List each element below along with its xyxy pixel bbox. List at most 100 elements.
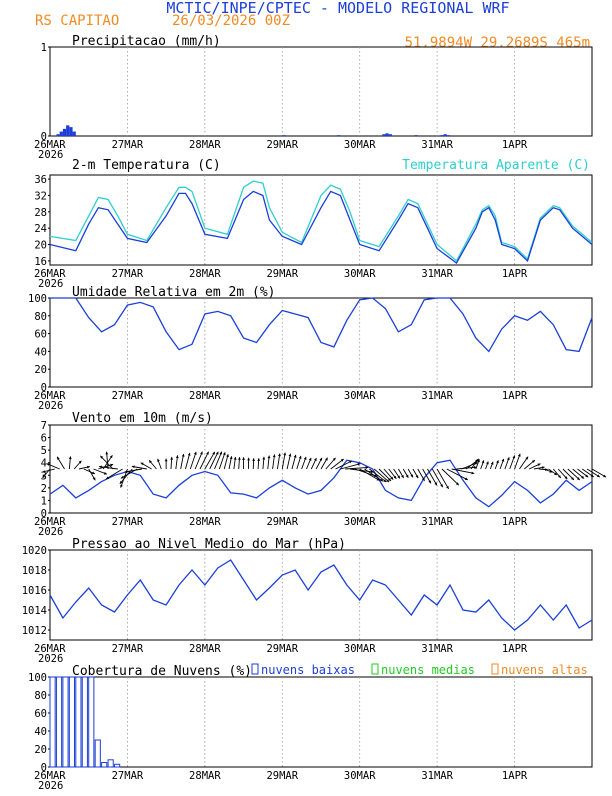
wind-panel-ytick-label: 2: [41, 483, 47, 495]
wind-arrow-head: [165, 459, 168, 462]
mslp-panel-xtick-label: 30MAR: [344, 643, 376, 655]
mslp-panel-xtick-label: 28MAR: [189, 643, 221, 655]
cloud-legend-swatch: [492, 664, 498, 674]
temp-legend: Temperatura Aparente (C): [402, 158, 590, 173]
precip-bar: [444, 134, 447, 136]
cloud-panel-ytick-label: 20: [34, 744, 47, 756]
cloud-panel-xtick-label: 1APR: [502, 770, 528, 782]
rh-panel-ytick-label: 100: [28, 293, 47, 305]
wind-panel-ytick-label: 1: [41, 495, 47, 507]
location-label: RS CAPITAO: [35, 13, 119, 29]
rh-panel-xtick-label: 29MAR: [266, 390, 298, 402]
cloud-panel-frame: [50, 677, 592, 767]
temp-panel-xtick-label: 27MAR: [112, 268, 144, 280]
precip-bar: [73, 132, 76, 136]
wind-panel-ytick-label: 6: [41, 433, 47, 445]
cloud-bar: [82, 677, 87, 767]
precip-panel-year-label: 2026: [38, 149, 63, 161]
precip-bar: [389, 134, 392, 136]
cloud-panel-xtick-label: 29MAR: [266, 770, 298, 782]
precip-panel-frame: [50, 47, 592, 136]
rh-panel-xtick-label: 28MAR: [189, 390, 221, 402]
precip-panel-xtick-label: 1APR: [502, 139, 528, 151]
precip-bar: [447, 135, 450, 136]
wind-title: Vento em 10m (m/s): [72, 411, 213, 426]
cloud-bar: [102, 763, 107, 768]
mslp-panel-ytick-label: 1020: [22, 545, 47, 557]
precip-panel-xtick-label: 27MAR: [112, 139, 144, 151]
cloud-panel-xtick-label: 31MAR: [421, 770, 453, 782]
precip-panel-ytick-label: 0: [41, 131, 47, 143]
cloud-bar: [89, 677, 94, 767]
precip-bar: [337, 135, 340, 136]
mslp-panel-xtick-label: 31MAR: [421, 643, 453, 655]
cloud-legend-label: nuvens altas: [501, 663, 588, 677]
cloud-panel-xtick-label: 27MAR: [112, 770, 144, 782]
wind-arrow-head: [247, 458, 250, 461]
wind-panel-ytick-label: 0: [41, 508, 47, 520]
cloud-bar: [76, 677, 81, 767]
temp-panel-ytick-label: 24: [34, 223, 47, 235]
wind-arrow: [205, 452, 215, 469]
wind-arrow-head: [257, 458, 260, 461]
apparent-temp-line: [50, 181, 592, 261]
rh-panel-ytick-label: 0: [41, 382, 47, 394]
precip-bar: [440, 135, 443, 136]
precip-panel-xtick-label: 30MAR: [344, 139, 376, 151]
cloud-legend-label: nuvens baixas: [261, 663, 355, 677]
wind-arrow-head: [238, 457, 241, 460]
cloud-panel-xtick-label: 28MAR: [189, 770, 221, 782]
wind-panel-xtick-label: 29MAR: [266, 516, 298, 528]
rh-panel-ytick-label: 60: [34, 329, 47, 341]
cloud-title: Cobertura de Nuvens (%): [72, 664, 252, 679]
precip-bar: [60, 132, 63, 136]
rh-panel-xtick-label: 31MAR: [421, 390, 453, 402]
temp-panel-ytick-label: 28: [34, 207, 47, 219]
precip-bar: [386, 133, 389, 136]
wind-arrow-head: [87, 466, 90, 469]
mslp-panel-ytick-label: 1014: [22, 605, 47, 617]
wind-arrow-head: [242, 457, 245, 460]
cloud-legend-label: nuvens medias: [381, 663, 475, 677]
wind-panel-xtick-label: 31MAR: [421, 516, 453, 528]
temp-panel-xtick-label: 28MAR: [189, 268, 221, 280]
precip-panel-ytick-label: 1: [41, 42, 47, 54]
cloud-bar: [56, 677, 61, 767]
wind-arrow-head: [170, 457, 173, 460]
wind-panel-ytick-label: 5: [41, 445, 47, 457]
precip-panel-xtick-label: 29MAR: [266, 139, 298, 151]
precip-bar: [63, 129, 66, 136]
precip-panel-xtick-label: 28MAR: [189, 139, 221, 151]
precip-panel-xtick-label: 31MAR: [421, 139, 453, 151]
rh-panel-ytick-label: 80: [34, 311, 47, 323]
cloud-panel-ytick-label: 40: [34, 726, 47, 738]
wind-panel-xtick-label: 1APR: [502, 516, 528, 528]
cloud-legend-swatch: [252, 664, 258, 674]
mslp-line: [50, 560, 592, 630]
wind-arrow: [427, 469, 436, 485]
rh-title: Umidade Relativa em 2m (%): [72, 285, 276, 300]
coords-label: 51.9894W 29.2689S 465m: [405, 35, 590, 51]
cloud-panel-ytick-label: 60: [34, 708, 47, 720]
wind-panel-ytick-label: 7: [41, 420, 47, 432]
wind-arrow-head: [105, 452, 108, 455]
precip-bar: [382, 134, 385, 136]
mslp-panel-xtick-label: 1APR: [502, 643, 528, 655]
temp-panel-xtick-label: 1APR: [502, 268, 528, 280]
cloud-bar: [69, 677, 74, 767]
cloud-panel-xtick-label: 30MAR: [344, 770, 376, 782]
mslp-panel-ytick-label: 1016: [22, 585, 47, 597]
wind-arrow-head: [289, 454, 292, 457]
precip-bar: [66, 125, 69, 136]
wind-panel-xtick-label: 28MAR: [189, 516, 221, 528]
mslp-title: Pressao ao Nivel Medio do Mar (hPa): [72, 537, 346, 552]
cloud-bar: [50, 677, 55, 767]
